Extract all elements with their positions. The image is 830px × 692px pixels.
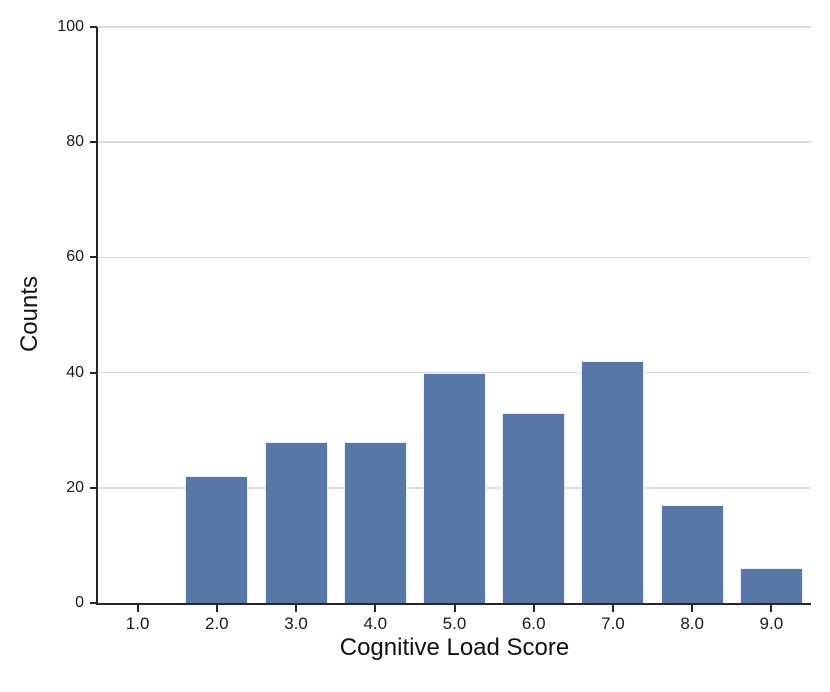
y-tick-label: 0 [75, 594, 84, 611]
x-tick-mark [374, 605, 377, 612]
bar-9.0 [739, 568, 803, 603]
x-tick-label: 8.0 [680, 614, 704, 633]
y-tick-label: 60 [66, 248, 84, 266]
y-axis-spine [96, 27, 98, 605]
y-tick-mark [90, 256, 97, 259]
y-tick-mark [90, 602, 97, 604]
y-tick-mark [90, 371, 97, 374]
bar-3.0 [264, 441, 328, 603]
x-axis-label: Cognitive Load Score [339, 634, 570, 661]
x-tick-mark [532, 605, 535, 612]
bar-7.0 [581, 361, 645, 603]
x-tick-label: 7.0 [601, 614, 625, 633]
x-tick-label: 1.0 [125, 614, 150, 633]
x-tick-label: 9.0 [759, 614, 784, 633]
bar-5.0 [423, 372, 486, 603]
bar-4.0 [343, 441, 407, 603]
x-tick-label: 5.0 [442, 614, 467, 633]
y-tick-mark [90, 26, 97, 28]
y-tick-mark [90, 486, 97, 489]
x-tick-mark [611, 605, 614, 612]
x-tick-mark [136, 605, 139, 612]
x-tick-label: 4.0 [363, 614, 388, 633]
bar-2.0 [185, 476, 249, 603]
x-tick-mark [295, 605, 298, 612]
bar-8.0 [660, 505, 724, 603]
y-tick-label: 100 [57, 18, 84, 35]
y-gridline [98, 141, 811, 143]
y-gridline [98, 26, 811, 28]
x-tick-label: 3.0 [284, 614, 308, 633]
x-tick-mark [453, 605, 456, 612]
y-tick-mark [90, 141, 97, 144]
x-tick-mark [215, 605, 218, 612]
y-gridline [98, 256, 811, 259]
bar-6.0 [502, 412, 566, 603]
y-tick-label: 20 [66, 478, 84, 496]
x-tick-mark [770, 605, 773, 612]
x-axis-spine [96, 602, 811, 605]
x-tick-mark [691, 605, 694, 612]
x-tick-label: 2.0 [205, 614, 229, 633]
y-axis-label: Counts [16, 275, 43, 353]
x-tick-label: 6.0 [521, 614, 546, 633]
y-tick-label: 80 [66, 133, 84, 151]
y-tick-label: 40 [66, 363, 84, 381]
